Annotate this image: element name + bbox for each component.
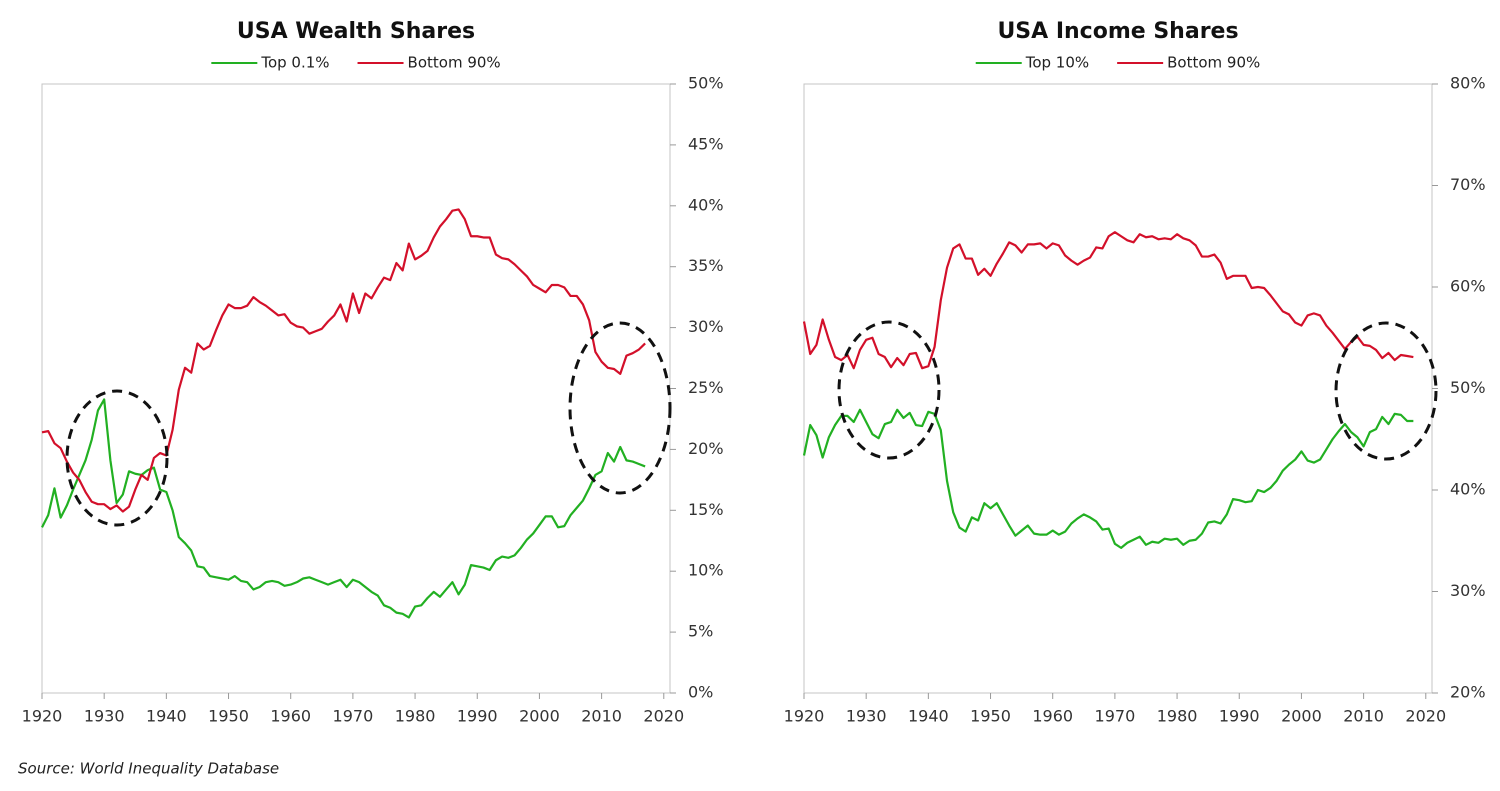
highlight-circle: [568, 321, 672, 495]
legend-label: Top 10%: [1025, 54, 1089, 72]
x-tick-label: 2020: [1405, 707, 1446, 726]
y-tick-label: 30%: [688, 317, 724, 336]
y-tick-label: 15%: [688, 500, 724, 519]
x-tick-label: 1920: [784, 707, 825, 726]
plot: 0% 5% 10% 15% 20% 25% 30% 35% 40% 45% 50% 1920 1930 1…: [22, 19, 724, 726]
y-tick-label: 40%: [1450, 480, 1486, 499]
plot: 20% 30% 40% 50% 60% 70% 80% 1920 1930 1940 1950 196…: [784, 19, 1486, 726]
x-tick-label: 1980: [1157, 707, 1198, 726]
y-tick-label: 50%: [688, 74, 724, 93]
y-tick-label: 10%: [688, 561, 724, 580]
chart-title: USA Wealth Shares: [237, 19, 475, 44]
annotations: [65, 320, 1438, 527]
y-tick-label: 45%: [688, 134, 724, 153]
y-tick-label: 20%: [1450, 683, 1486, 702]
series-line: [41, 398, 646, 619]
y-tick-label: 80%: [1450, 74, 1486, 93]
plot-frame: [41, 83, 671, 694]
legend-label: Bottom 90%: [1167, 54, 1260, 72]
legend: Top 10% Bottom 90%: [975, 54, 1260, 72]
highlight-circle: [837, 320, 941, 460]
series-line: [802, 231, 1414, 370]
chart-title: USA Income Shares: [997, 19, 1238, 44]
highlight-circle: [1334, 321, 1438, 461]
series-line: [802, 408, 1414, 549]
x-tick-label: 1920: [22, 707, 63, 726]
y-tick-label: 5%: [688, 622, 713, 641]
x-tick-label: 1940: [146, 707, 187, 726]
x-tick-label: 2010: [581, 707, 622, 726]
x-tick-label: 1930: [84, 707, 125, 726]
y-tick-label: 35%: [688, 256, 724, 275]
y-tick-label: 25%: [688, 378, 724, 397]
x-tick-label: 1950: [208, 707, 249, 726]
x-tick-label: 2010: [1343, 707, 1384, 726]
x-tick-label: 1940: [908, 707, 949, 726]
x-tick-label: 1990: [457, 707, 498, 726]
legend-label: Top 0.1%: [260, 54, 329, 72]
y-tick-label: 60%: [1450, 277, 1486, 296]
x-tick-label: 1970: [1095, 707, 1136, 726]
y-tick-label: 20%: [688, 439, 724, 458]
legend-label: Bottom 90%: [408, 54, 501, 72]
y-tick-label: 30%: [1450, 581, 1486, 600]
y-tick-label: 0%: [688, 683, 713, 702]
x-tick-label: 2020: [643, 707, 684, 726]
source-note: Source: World Inequality Database: [18, 760, 279, 778]
plot-frame: [803, 83, 1433, 694]
y-tick-label: 40%: [688, 195, 724, 214]
y-tick-label: 70%: [1450, 175, 1486, 194]
x-tick-label: 1950: [970, 707, 1011, 726]
legend: Top 0.1% Bottom 90%: [211, 54, 501, 72]
x-tick-label: 1990: [1219, 707, 1260, 726]
x-tick-label: 1930: [846, 707, 887, 726]
x-tick-label: 2000: [519, 707, 560, 726]
x-tick-label: 2000: [1281, 707, 1322, 726]
x-tick-label: 1960: [1032, 707, 1073, 726]
highlight-circle: [65, 389, 169, 527]
y-tick-label: 50%: [1450, 378, 1486, 397]
x-tick-label: 1980: [395, 707, 436, 726]
x-tick-label: 1960: [270, 707, 311, 726]
series-line: [41, 208, 646, 513]
x-tick-label: 1970: [333, 707, 374, 726]
